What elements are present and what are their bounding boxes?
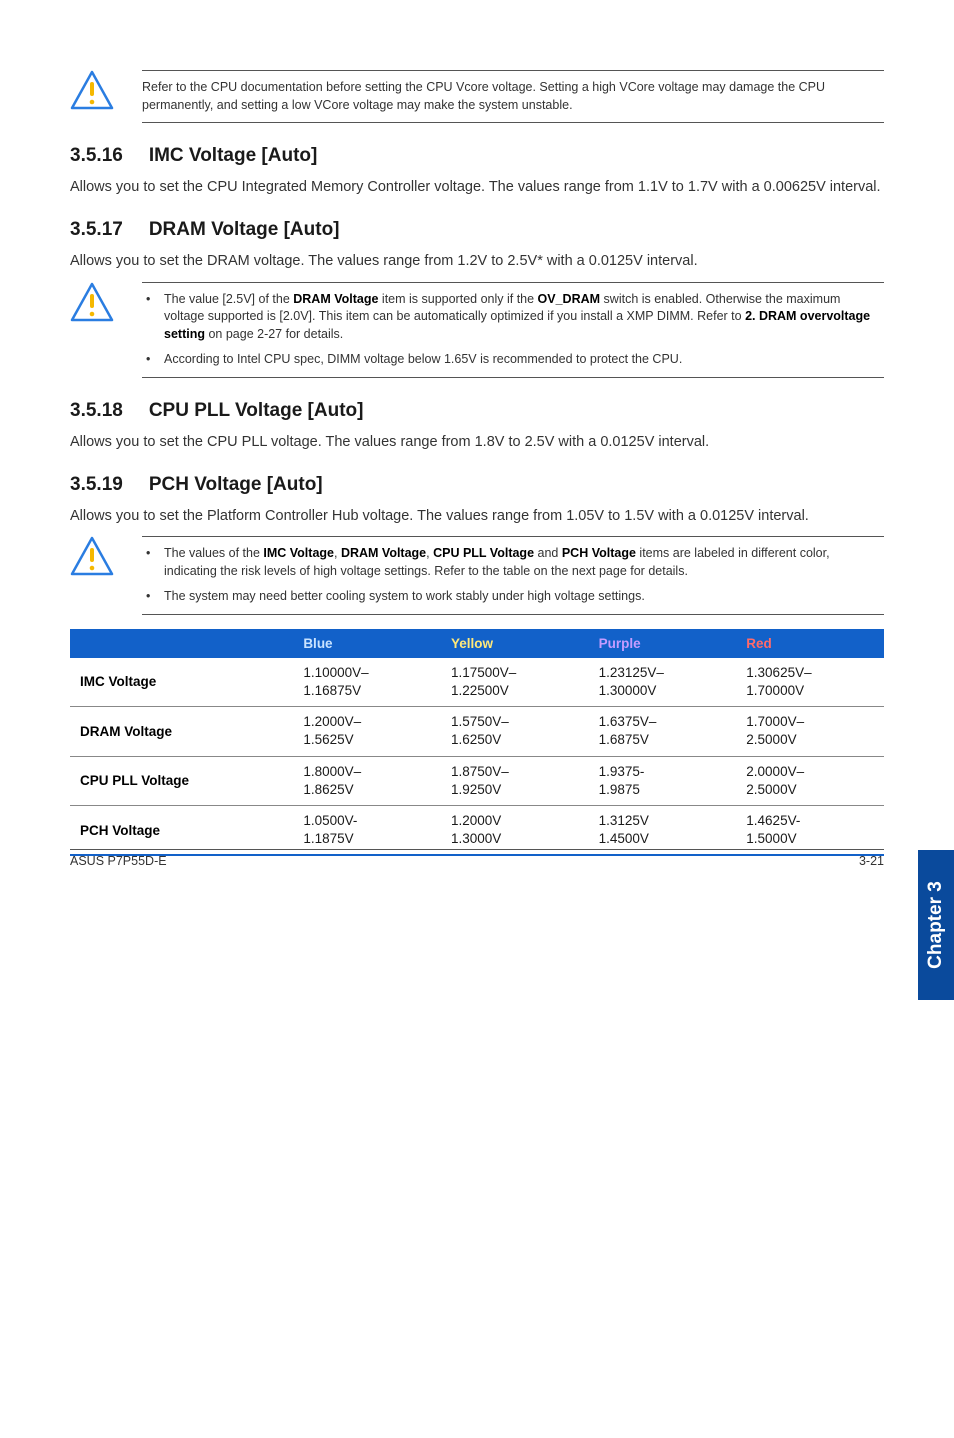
table-header-red: Red [736, 629, 884, 658]
table-cell: 1.6375V–1.6875V [589, 707, 737, 756]
caution-block-pch: The values of the IMC Voltage, DRAM Volt… [70, 536, 884, 615]
heading-dram-voltage: 3.5.17 DRAM Voltage [Auto] [70, 219, 884, 241]
footer-right: 3-21 [859, 854, 884, 868]
chapter-tab: Chapter 3 [918, 850, 954, 1000]
heading-number: 3.5.18 [70, 400, 123, 422]
table-cell: 1.30625V–1.70000V [736, 658, 884, 707]
heading-pch-voltage: 3.5.19 PCH Voltage [Auto] [70, 474, 884, 496]
table-cell: 1.2000V1.3000V [441, 806, 589, 856]
table-cell: 2.0000V–2.5000V [736, 756, 884, 805]
chapter-tab-label: Chapter 3 [925, 881, 947, 969]
table-cell: 1.8000V–1.8625V [293, 756, 441, 805]
table-cell: 1.17500V–1.22500V [441, 658, 589, 707]
table-cell: 1.4625V-1.5000V [736, 806, 884, 856]
caution-item: The system may need better cooling syste… [142, 588, 884, 606]
footer-left: ASUS P7P55D-E [70, 854, 167, 868]
heading-title: IMC Voltage [Auto] [149, 145, 318, 167]
row-label: IMC Voltage [70, 658, 293, 707]
warning-icon [70, 536, 114, 576]
table-cell: 1.3125V1.4500V [589, 806, 737, 856]
table-header-blue: Blue [293, 629, 441, 658]
page-footer: ASUS P7P55D-E 3-21 [70, 849, 884, 868]
table-row: CPU PLL Voltage1.8000V–1.8625V1.8750V–1.… [70, 756, 884, 805]
table-cell: 1.5750V–1.6250V [441, 707, 589, 756]
table-cell: 1.10000V–1.16875V [293, 658, 441, 707]
warning-icon [70, 70, 114, 110]
heading-number: 3.5.17 [70, 219, 123, 241]
body-text: Allows you to set the Platform Controlle… [70, 506, 884, 526]
table-row: DRAM Voltage1.2000V–1.5625V1.5750V–1.625… [70, 707, 884, 756]
table-row: IMC Voltage1.10000V–1.16875V1.17500V–1.2… [70, 658, 884, 707]
heading-title: PCH Voltage [Auto] [149, 474, 323, 496]
table-cell: 1.8750V–1.9250V [441, 756, 589, 805]
table-header-row: BlueYellowPurpleRed [70, 629, 884, 658]
body-text: Allows you to set the DRAM voltage. The … [70, 251, 884, 271]
caution-text: Refer to the CPU documentation before se… [142, 70, 884, 123]
voltage-color-table: BlueYellowPurpleRed IMC Voltage1.10000V–… [70, 629, 884, 857]
heading-number: 3.5.19 [70, 474, 123, 496]
heading-title: DRAM Voltage [Auto] [149, 219, 340, 241]
table-cell: 1.9375-1.9875 [589, 756, 737, 805]
warning-icon [70, 282, 114, 322]
table-cell: 1.0500V-1.1875V [293, 806, 441, 856]
heading-cpu-pll-voltage: 3.5.18 CPU PLL Voltage [Auto] [70, 400, 884, 422]
caution-block-dram: The value [2.5V] of the DRAM Voltage ite… [70, 282, 884, 378]
caution-item: The values of the IMC Voltage, DRAM Volt… [142, 545, 884, 580]
row-label: DRAM Voltage [70, 707, 293, 756]
table-row: PCH Voltage1.0500V-1.1875V1.2000V1.3000V… [70, 806, 884, 856]
table-header-purple: Purple [589, 629, 737, 658]
body-text: Allows you to set the CPU Integrated Mem… [70, 177, 884, 197]
heading-imc-voltage: 3.5.16 IMC Voltage [Auto] [70, 145, 884, 167]
caution-item: The value [2.5V] of the DRAM Voltage ite… [142, 291, 884, 344]
row-label: CPU PLL Voltage [70, 756, 293, 805]
heading-title: CPU PLL Voltage [Auto] [149, 400, 364, 422]
row-label: PCH Voltage [70, 806, 293, 856]
caution-block-vcore: Refer to the CPU documentation before se… [70, 70, 884, 123]
table-cell: 1.23125V–1.30000V [589, 658, 737, 707]
caution-list: The value [2.5V] of the DRAM Voltage ite… [142, 282, 884, 378]
caution-item: According to Intel CPU spec, DIMM voltag… [142, 351, 884, 369]
table-cell: 1.7000V–2.5000V [736, 707, 884, 756]
body-text: Allows you to set the CPU PLL voltage. T… [70, 432, 884, 452]
caution-list: The values of the IMC Voltage, DRAM Volt… [142, 536, 884, 615]
table-header-empty [70, 629, 293, 658]
table-cell: 1.2000V–1.5625V [293, 707, 441, 756]
table-header-yellow: Yellow [441, 629, 589, 658]
heading-number: 3.5.16 [70, 145, 123, 167]
